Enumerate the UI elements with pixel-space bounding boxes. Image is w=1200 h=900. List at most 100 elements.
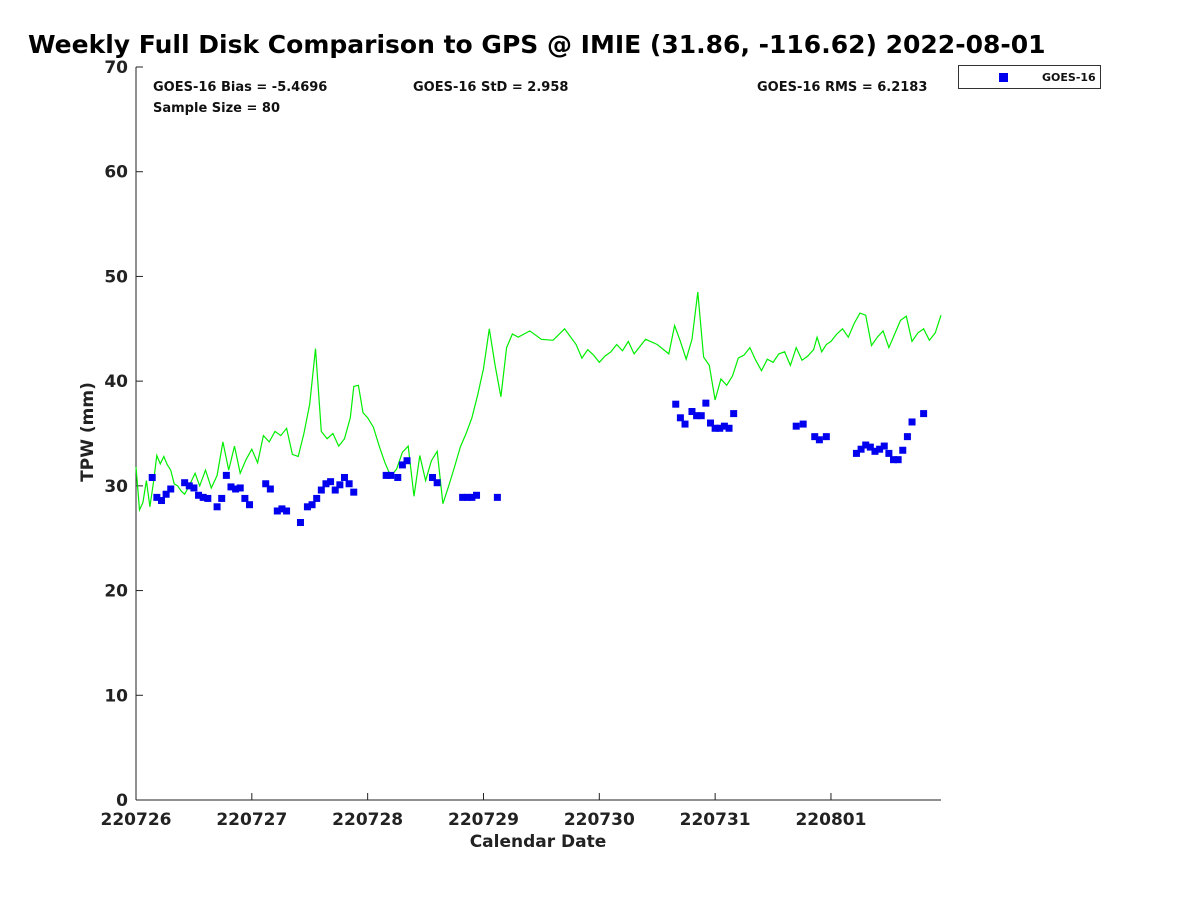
goes16-point — [672, 400, 680, 408]
x-tick-label: 220730 — [564, 810, 635, 830]
goes16-point — [920, 410, 928, 418]
x-axis-label: Calendar Date — [470, 832, 607, 852]
goes16-point — [262, 480, 270, 488]
sample-size-stat: Sample Size = 80 — [153, 101, 281, 116]
ticks: 0 10 20 30 40 50 60 70 220726 220727 220728 220729 2… — [101, 58, 867, 830]
goes16-point — [382, 471, 390, 479]
goes16-point — [697, 412, 705, 420]
gps-line-series — [135, 292, 942, 513]
goes16-point — [857, 445, 865, 453]
goes16-point — [167, 485, 175, 493]
goes16-point — [866, 443, 874, 451]
goes16-point — [241, 494, 249, 502]
goes16-point — [398, 461, 406, 469]
legend: GOES-16 — [958, 65, 1101, 89]
gps-line — [135, 292, 942, 513]
x-tick-label: 220726 — [101, 810, 172, 830]
goes16-point — [730, 410, 738, 418]
goes16-point — [908, 418, 916, 426]
goes16-point — [815, 436, 823, 444]
goes16-point — [185, 482, 193, 490]
goes16-point — [473, 491, 481, 499]
x-tick-label: 220731 — [680, 810, 751, 830]
y-tick-label: 60 — [104, 163, 128, 183]
goes16-point — [296, 519, 304, 527]
y-tick-label: 0 — [116, 791, 128, 811]
y-tick-label: 10 — [104, 686, 128, 706]
goes16-point — [322, 480, 330, 488]
goes16-point — [327, 478, 335, 486]
goes16-point — [811, 433, 819, 441]
goes16-point — [463, 493, 471, 501]
goes16-point — [903, 433, 911, 441]
rms-stat: GOES-16 RMS = 6.2183 — [757, 80, 928, 95]
y-tick-label: 40 — [104, 372, 128, 392]
goes16-point — [218, 494, 226, 502]
goes16-point — [148, 473, 156, 481]
goes16-point — [227, 483, 235, 491]
goes16-point — [493, 493, 501, 501]
y-tick-label: 20 — [104, 582, 128, 602]
goes16-point — [725, 424, 733, 432]
goes16-point — [711, 424, 719, 432]
goes16-point — [340, 473, 348, 481]
x-tick-label: 220801 — [795, 810, 866, 830]
goes16-point — [387, 471, 395, 479]
goes16-point — [273, 507, 281, 515]
axes — [135, 67, 941, 801]
goes16-point — [283, 507, 291, 515]
goes16-point — [266, 485, 274, 493]
goes16-point — [157, 497, 165, 505]
goes16-point — [894, 456, 902, 464]
goes16-point — [899, 446, 907, 454]
goes16-point — [433, 479, 441, 487]
goes16-point — [799, 420, 807, 428]
goes16-point — [720, 422, 728, 430]
goes16-point — [246, 501, 254, 509]
y-tick-label: 70 — [104, 58, 128, 78]
x-tick-label: 220727 — [216, 810, 287, 830]
goes16-point — [871, 447, 879, 455]
goes16-point — [199, 493, 207, 501]
goes16-point — [459, 493, 467, 501]
bias-stat: GOES-16 Bias = -5.4696 — [153, 80, 328, 95]
std-stat: GOES-16 StD = 2.958 — [413, 80, 569, 95]
goes16-point — [716, 424, 724, 432]
goes16-point — [693, 412, 701, 420]
goes16-point — [403, 457, 411, 465]
goes16-point — [880, 442, 888, 450]
goes16-point — [885, 449, 893, 457]
goes16-point — [702, 399, 710, 407]
legend-marker-icon — [999, 73, 1008, 82]
goes16-point — [862, 441, 870, 449]
goes16-point — [676, 414, 684, 422]
goes16-point — [429, 473, 437, 481]
goes16-scatter-series — [148, 399, 928, 527]
goes16-point — [162, 490, 170, 498]
goes16-point — [350, 488, 358, 496]
goes16-point — [222, 471, 230, 479]
chart-title: Weekly Full Disk Comparison to GPS @ IMI… — [28, 30, 1046, 59]
goes16-point — [707, 419, 715, 427]
goes16-point — [153, 493, 161, 501]
goes16-point — [681, 420, 689, 428]
goes16-point — [876, 445, 884, 453]
goes16-point — [213, 503, 221, 511]
goes16-point — [688, 408, 696, 416]
goes16-point — [792, 422, 800, 430]
goes16-point — [236, 484, 244, 492]
goes16-point — [181, 479, 189, 487]
goes16-point — [204, 494, 212, 502]
goes16-point — [394, 473, 402, 481]
goes16-point — [232, 485, 240, 493]
goes16-point — [890, 456, 898, 464]
goes16-point — [822, 433, 830, 441]
goes16-point — [331, 486, 339, 494]
goes16-point — [336, 481, 344, 489]
goes16-point — [317, 486, 325, 494]
y-axis-label: TPW (mm) — [78, 382, 98, 482]
x-tick-label: 220728 — [332, 810, 403, 830]
y-tick-label: 50 — [104, 267, 128, 287]
goes16-point — [195, 491, 203, 499]
